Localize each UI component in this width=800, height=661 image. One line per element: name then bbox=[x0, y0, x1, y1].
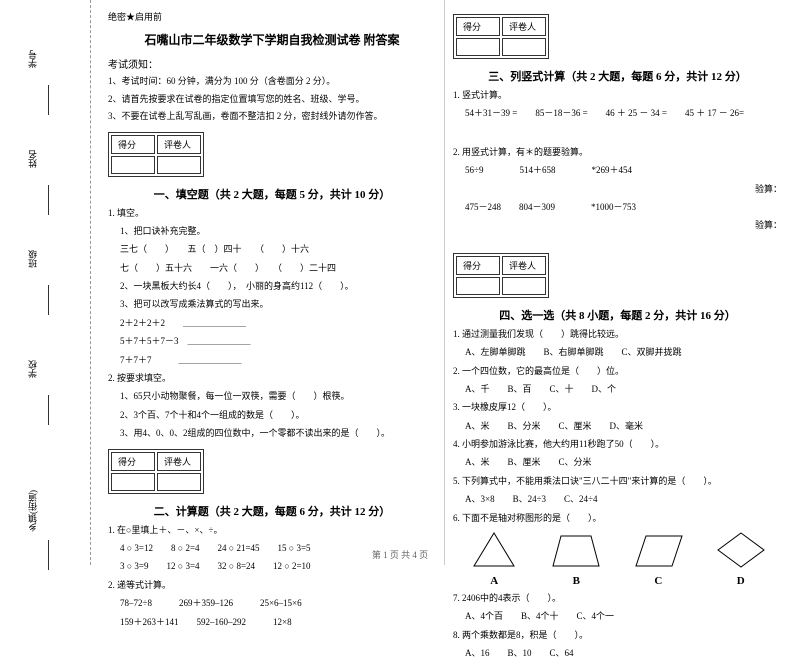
s4q3: 3. 一块橡皮厚12（ ）。 bbox=[453, 400, 782, 414]
s3q1-row: 54＋31－39 = 85－18－36 = 46 ＋ 25 － 34 = 45 … bbox=[465, 106, 782, 120]
score-box: 得分评卷人 bbox=[108, 132, 204, 177]
q1b: 2、一块黑板大约长4（ ）， 小丽的身高约112（ ）。 bbox=[120, 279, 436, 293]
s2q2-row: 159＋263＋141 592–160–292 12×8 bbox=[120, 615, 436, 629]
shape-labels: ABCD bbox=[453, 575, 782, 587]
q1a-row: 七（ ）五十六 一六（ ） （ ）二十四 bbox=[120, 261, 436, 275]
content-area: 绝密★启用前 石嘴山市二年级数学下学期自我检测试卷 附答案 考试须知： 1、考试… bbox=[100, 0, 790, 565]
s4q7o: A、4个百 B、4个十 C、4个一 bbox=[465, 609, 782, 623]
s3q2-row: 验算： bbox=[465, 182, 782, 196]
s3q1: 1. 竖式计算。 bbox=[453, 88, 782, 102]
column-right: 得分评卷人 三、列竖式计算（共 2 大题，每题 6 分，共计 12 分） 1. … bbox=[445, 0, 790, 565]
field-line bbox=[48, 185, 49, 215]
score-box: 得分评卷人 bbox=[108, 449, 204, 494]
q1c: 3、把可以改写成乘法算式的写出来。 bbox=[120, 297, 436, 311]
s4q1o: A、左脚单脚跳 B、右脚单脚跳 C、双脚并拢跳 bbox=[465, 345, 782, 359]
column-left: 绝密★启用前 石嘴山市二年级数学下学期自我检测试卷 附答案 考试须知： 1、考试… bbox=[100, 0, 445, 565]
binding-margin: 学号 姓名 班级 学校 乡镇(街道) bbox=[0, 0, 91, 565]
section-3-head: 三、列竖式计算（共 2 大题，每题 6 分，共计 12 分） bbox=[453, 68, 782, 84]
q2a: 1、65只小动物聚餐，每一位一双筷，需要（ ）根筷。 bbox=[120, 389, 436, 403]
confidential-tag: 绝密★启用前 bbox=[108, 10, 436, 23]
s4q7: 7. 2406中的4表示（ ）。 bbox=[453, 591, 782, 605]
s4q5: 5. 下列算式中，不能用乘法口诀"三八二十四"来计算的是（ ）。 bbox=[453, 474, 782, 488]
field-student-id: 学号 bbox=[26, 50, 39, 68]
q1: 1. 填空。 bbox=[108, 206, 436, 220]
s4q2o: A、千 B、百 C、十 D、个 bbox=[465, 382, 782, 396]
q1a-row: 三七（ ） 五（ ）四十 （ ）十六 bbox=[120, 242, 436, 256]
s4q4o: A、米 B、厘米 C、分米 bbox=[465, 455, 782, 469]
section-4-head: 四、选一选（共 8 小题，每题 2 分，共计 16 分） bbox=[453, 307, 782, 323]
field-line bbox=[48, 85, 49, 115]
s3q2-row: 475－248 804－309 *1000－753 bbox=[465, 200, 782, 214]
s4q2: 2. 一个四位数，它的最高位是（ ）位。 bbox=[453, 364, 782, 378]
s4q3o: A、米 B、分米 C、厘米 D、毫米 bbox=[465, 419, 782, 433]
s3q2: 2. 用竖式计算，有＊的题要验算。 bbox=[453, 145, 782, 159]
score-box: 得分评卷人 bbox=[453, 253, 549, 298]
q1c-row: 7＋7＋7 ＿＿＿＿＿＿＿ bbox=[120, 353, 436, 367]
field-town: 乡镇(街道) bbox=[26, 490, 39, 532]
s2q2: 2. 递等式计算。 bbox=[108, 578, 436, 592]
section-2-head: 二、计算题（共 2 大题，每题 6 分，共计 12 分） bbox=[108, 503, 436, 519]
s4q8: 8. 两个乘数都是8，积是（ ）。 bbox=[453, 628, 782, 642]
notice-item: 2、请首先按要求在试卷的指定位置填写您的姓名、班级、学号。 bbox=[108, 93, 436, 107]
notice-header: 考试须知： bbox=[108, 56, 436, 71]
q2b: 2、3个百、7个十和4个一组成的数是（ ）。 bbox=[120, 408, 436, 422]
field-school: 学校 bbox=[26, 360, 39, 378]
score-box: 得分评卷人 bbox=[453, 14, 549, 59]
section-1-head: 一、填空题（共 2 大题，每题 5 分，共计 10 分） bbox=[108, 186, 436, 202]
s3q2-row: 验算： bbox=[465, 218, 782, 232]
notice-item: 3、不要在试卷上乱写乱画，卷面不整洁扣 2 分，密封线外请勿作答。 bbox=[108, 110, 436, 124]
page-footer: 第 1 页 共 4 页 bbox=[0, 548, 800, 561]
q1c-row: 5＋7＋5＋7－3 ＿＿＿＿＿＿＿ bbox=[120, 334, 436, 348]
field-line bbox=[48, 395, 49, 425]
s4q5o: A、3×8 B、24÷3 C、24÷4 bbox=[465, 492, 782, 506]
notice-item: 1、考试时间：60 分钟，满分为 100 分（含卷面分 2 分）。 bbox=[108, 75, 436, 89]
q2c: 3、用4、0、0、2组成的四位数中，一个零都不读出来的是（ ）。 bbox=[120, 426, 436, 440]
s2q2-row: 78–72÷8 269＋359–126 25×6–15×6 bbox=[120, 596, 436, 610]
s2q1-row: 3 ○ 3=9 12 ○ 3=4 32 ○ 8=24 12 ○ 2=10 bbox=[120, 559, 436, 573]
q1a: 1、把口诀补充完整。 bbox=[120, 224, 436, 238]
field-line bbox=[48, 285, 49, 315]
s4q8o: A、16 B、10 C、64 bbox=[465, 646, 782, 660]
s4q4: 4. 小明参加游泳比赛，他大约用11秒跑了50（ ）。 bbox=[453, 437, 782, 451]
exam-title: 石嘴山市二年级数学下学期自我检测试卷 附答案 bbox=[108, 31, 436, 48]
q1c-row: 2＋2＋2＋2 ＿＿＿＿＿＿＿ bbox=[120, 316, 436, 330]
field-name: 姓名 bbox=[26, 150, 39, 168]
field-class: 班级 bbox=[26, 250, 39, 268]
q2: 2. 按要求填空。 bbox=[108, 371, 436, 385]
s3q2-row: 56÷9 514＋658 *269＋454 bbox=[465, 163, 782, 177]
s2q1: 1. 在○里填上＋、－、×、÷。 bbox=[108, 523, 436, 537]
s4q1: 1. 通过测量我们发现（ ）跳得比较远。 bbox=[453, 327, 782, 341]
exam-page: 学号 姓名 班级 学校 乡镇(街道) 绝密★启用前 石嘴山市二年级数学下学期自我… bbox=[0, 0, 800, 565]
s4q6: 6. 下面不是轴对称图形的是（ ）。 bbox=[453, 511, 782, 525]
